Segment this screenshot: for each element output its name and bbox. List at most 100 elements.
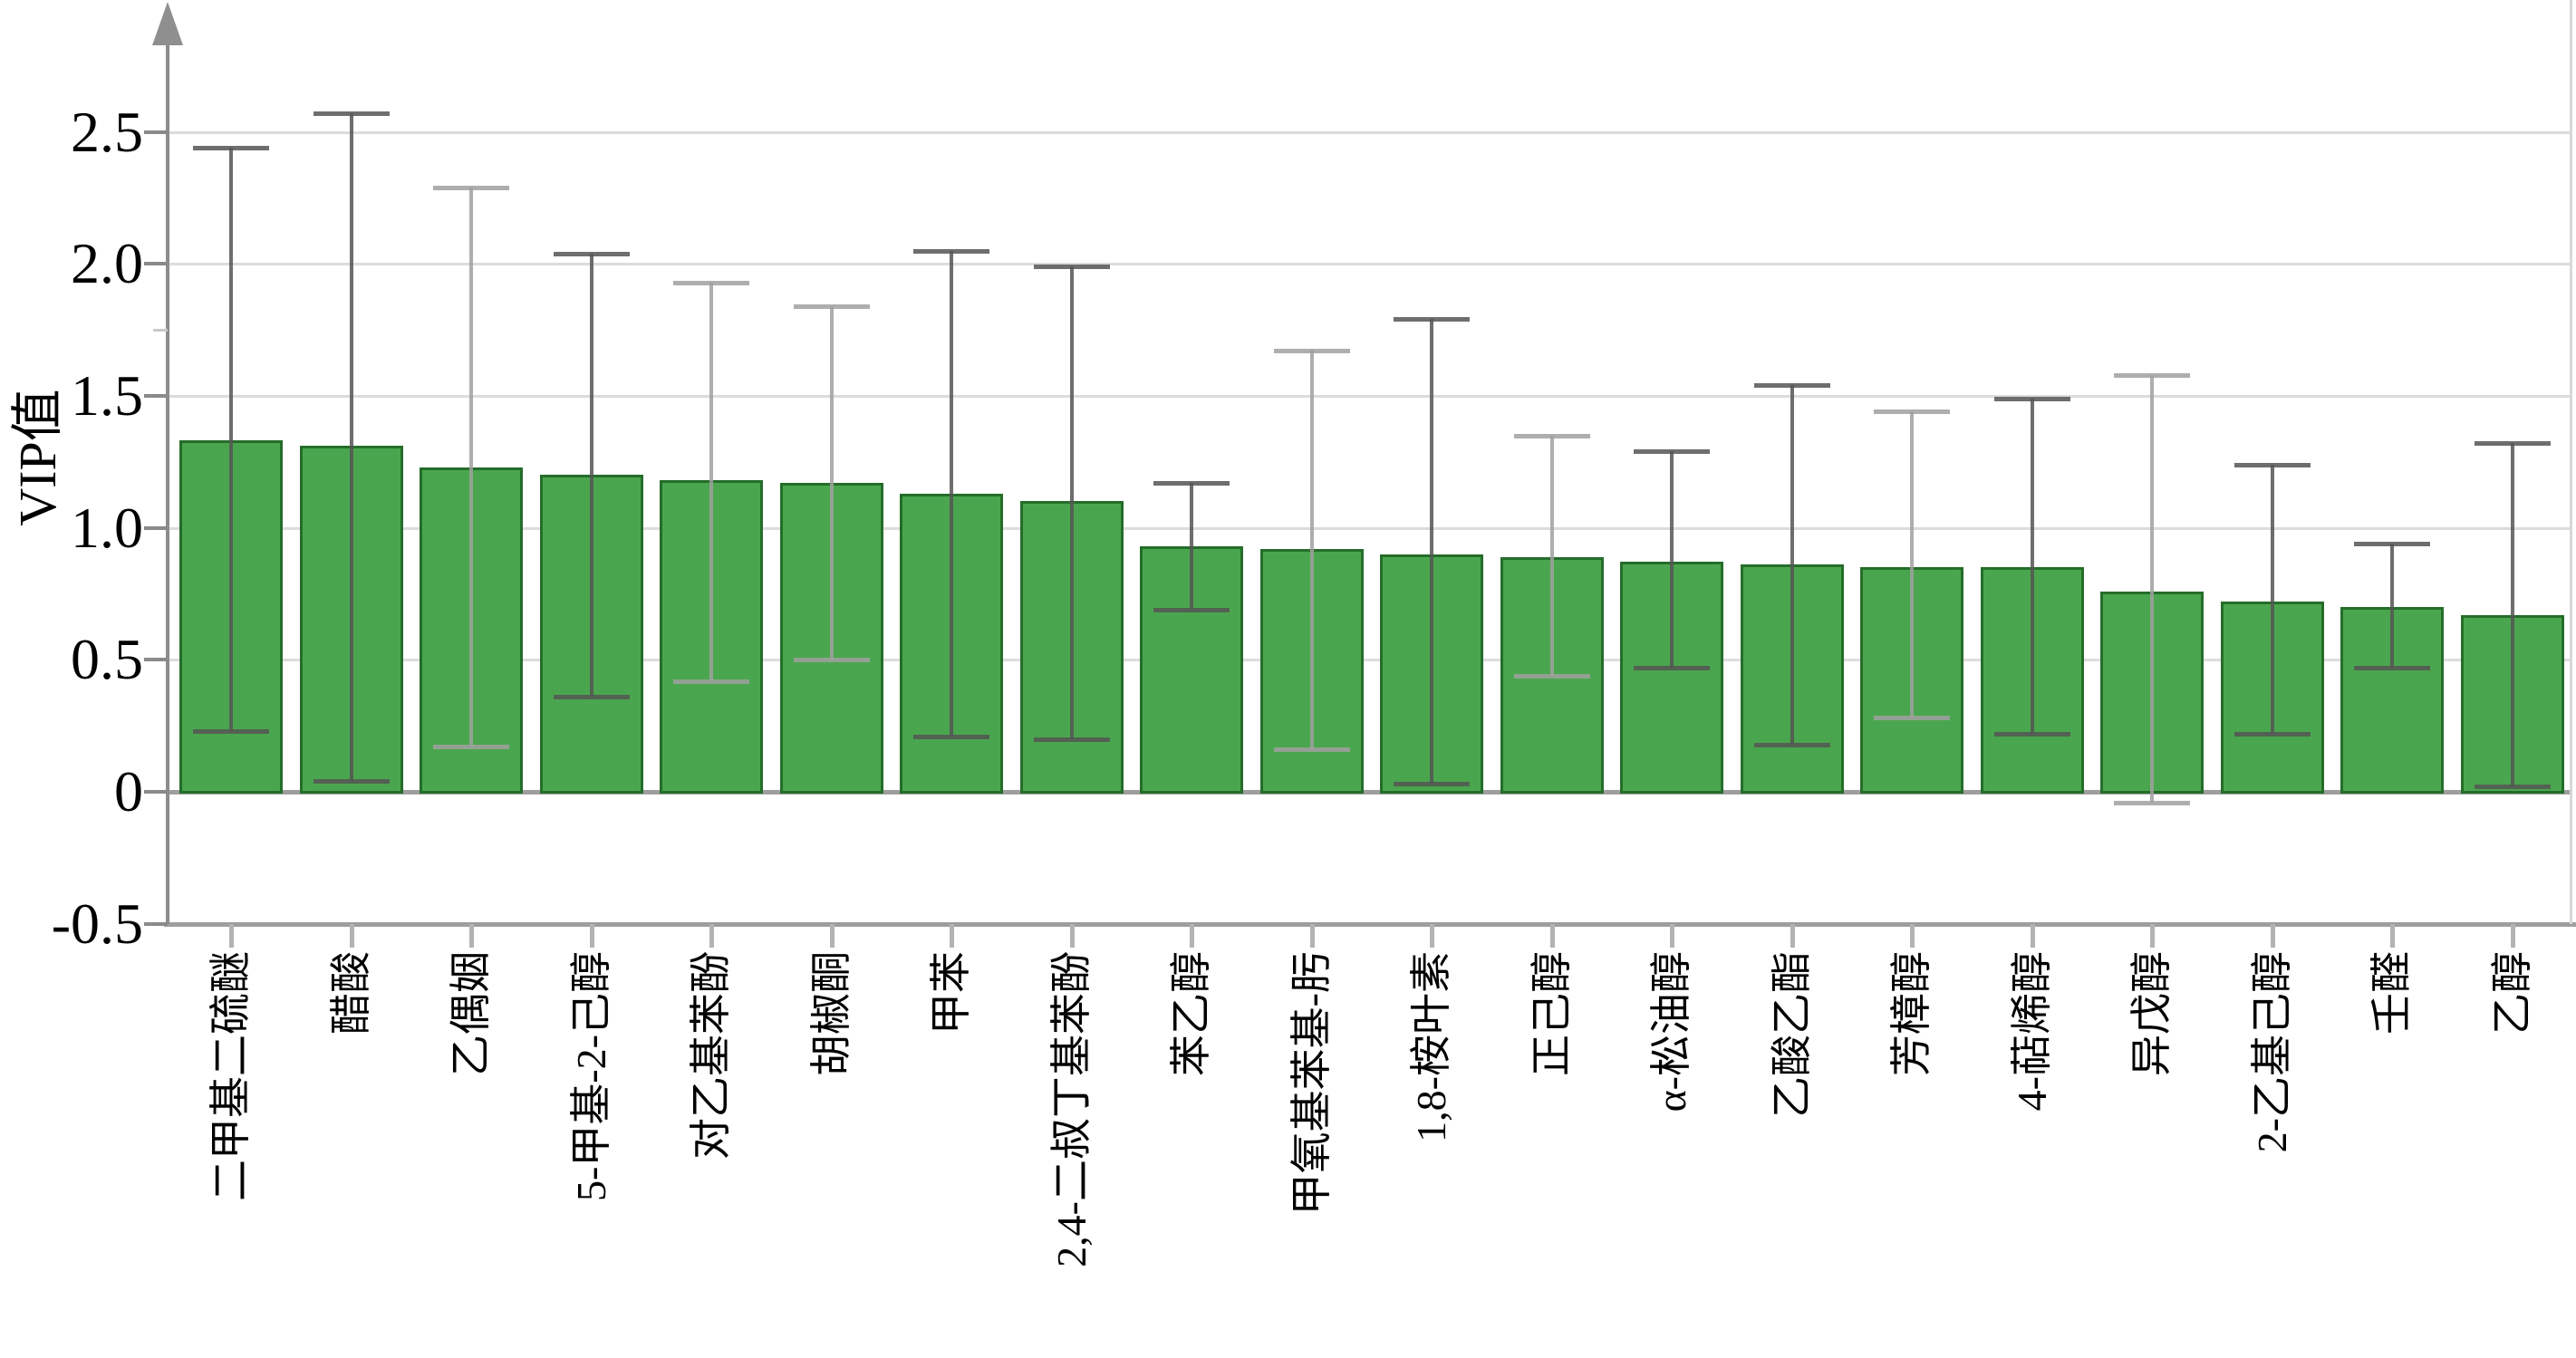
x-tick [1309,924,1315,948]
error-bar-line [829,305,834,660]
right-spine [2570,0,2572,924]
error-bar-line [1309,351,1314,750]
x-category-label: 异戊醇 [2128,951,2175,1076]
x-category-label: 乙酸乙酯 [1768,951,1815,1118]
error-bar-cap-bottom [433,745,509,750]
error-bar-cap-bottom [2114,800,2190,805]
x-axis-line [164,922,2576,927]
error-bar-cap-bottom [313,779,390,785]
x-category-label: 壬醛 [2369,951,2415,1035]
y-minor-tick [153,329,168,332]
error-bar-line [1549,435,1554,676]
error-bar-cap-top [1993,396,2070,401]
error-bar-cap-top [793,303,870,309]
error-bar-cap-top [1513,433,1590,438]
error-bar-line [2150,374,2154,803]
error-bar-cap-top [1753,383,1830,389]
y-tick-label: 0 [114,759,143,823]
error-bar-cap-bottom [2354,666,2430,671]
x-category-label: 胡椒酮 [807,951,854,1076]
y-tick [144,525,168,530]
error-bar-cap-bottom [193,728,269,734]
x-category-label: 2-乙基己醇 [2248,951,2295,1153]
x-tick [1670,924,1674,948]
error-bar-cap-bottom [1153,607,1230,612]
x-category-label: 醋酸 [327,951,374,1035]
error-bar-cap-top [1033,265,1110,270]
error-bar-cap-top [2474,441,2551,447]
x-category-label: 5-甲基-2-己醇 [567,951,614,1201]
y-tick-label: 0.5 [71,627,143,692]
error-bar-cap-bottom [1513,673,1590,679]
x-tick [2030,924,2035,948]
y-tick-label: -0.5 [51,891,143,956]
error-bar-cap-bottom [1753,742,1830,747]
error-bar-cap-bottom [1874,716,1950,721]
x-tick [709,924,714,948]
x-category-label: α-松油醇 [1648,951,1694,1112]
error-bar-line [1670,451,1674,669]
error-bar-cap-top [2354,542,2430,547]
x-category-label: 4-萜烯醇 [2008,951,2055,1112]
y-axis-arrow-icon [152,2,183,45]
error-bar-cap-top [2114,372,2190,378]
y-tick [144,921,168,926]
error-bar-line [229,147,233,731]
x-category-label: 苯乙醇 [1168,951,1214,1076]
y-tick-label: 2.5 [71,99,143,164]
error-bar-cap-top [1273,349,1350,354]
error-bar-line [349,113,353,782]
x-tick [1549,924,1555,948]
error-bar-line [709,282,713,681]
error-bar-cap-top [1634,449,1710,455]
x-category-label: 2,4-二叔丁基苯酚 [1047,951,1095,1267]
error-bar-cap-bottom [913,734,989,739]
error-bar-cap-bottom [2474,785,2551,790]
error-bar-cap-top [673,280,749,285]
error-bar-cap-bottom [1273,747,1350,753]
y-tick [144,393,168,398]
y-tick-label: 1.5 [71,362,143,428]
x-tick [229,924,234,948]
x-category-label: 芳樟醇 [1888,951,1934,1076]
x-tick [2510,924,2515,948]
x-tick [2390,924,2395,948]
error-bar-cap-bottom [1993,731,2070,737]
error-bar-line [1910,411,1914,718]
y-gridline [168,659,2571,662]
error-bar-cap-bottom [1033,737,1110,742]
x-tick [349,924,354,948]
error-bar-cap-top [1394,317,1470,323]
error-bar-cap-top [313,111,390,117]
y-gridline [168,394,2571,398]
error-bar-cap-top [1153,481,1230,486]
error-bar-cap-top [1874,409,1950,415]
x-tick [2270,924,2275,948]
x-category-label: 二甲基二硫醚 [207,951,254,1201]
y-axis-line [166,27,169,924]
error-bar-line [589,253,593,698]
y-tick [144,262,168,266]
error-bar-line [2030,398,2034,734]
y-tick-label: 2.0 [71,231,143,296]
error-bar-line [950,250,953,737]
error-bar-cap-top [193,145,269,150]
error-bar-cap-bottom [793,658,870,663]
x-category-label: 乙醇 [2488,951,2535,1035]
x-tick [950,924,954,948]
y-tick [144,130,168,134]
y-tick-label: 1.0 [71,495,143,560]
y-gridline [168,263,2571,266]
y-tick [144,790,168,794]
error-bar-line [2270,464,2274,734]
error-bar-cap-top [2233,462,2311,467]
error-bar-line [1069,266,1074,739]
error-bar-line [2510,443,2514,787]
error-bar-cap-top [913,248,989,254]
x-tick [1790,924,1795,948]
x-tick [1430,924,1434,948]
error-bar-cap-bottom [553,695,630,700]
x-tick [1069,924,1075,948]
error-bar-line [1790,385,1794,745]
